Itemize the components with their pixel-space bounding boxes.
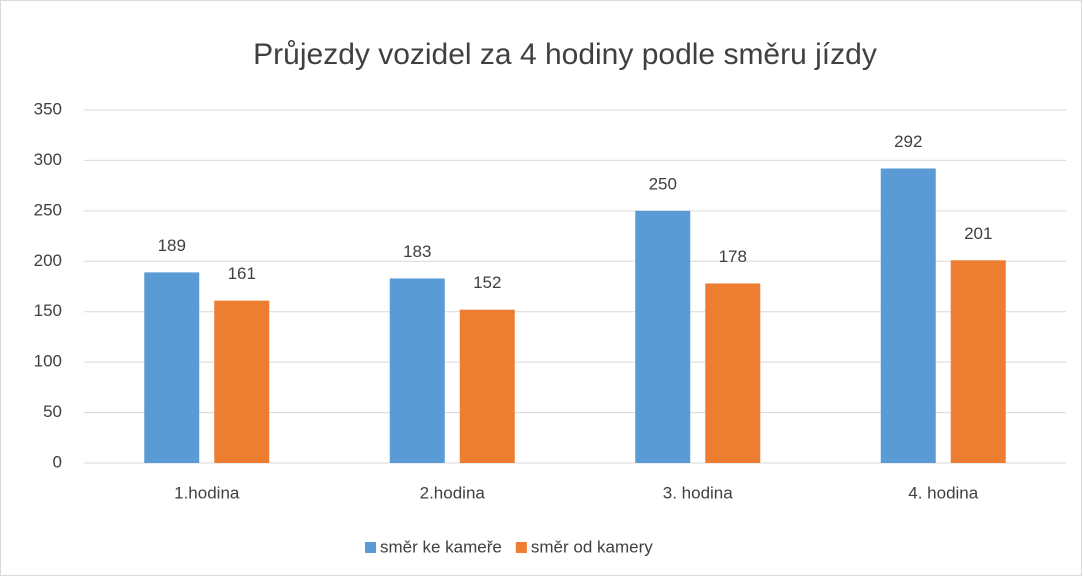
data-label: 183 bbox=[403, 242, 431, 261]
data-label: 201 bbox=[964, 224, 992, 243]
y-tick-label: 200 bbox=[34, 251, 62, 270]
y-tick-label: 100 bbox=[34, 352, 62, 371]
data-label: 152 bbox=[473, 273, 501, 292]
data-label: 178 bbox=[719, 247, 747, 266]
bar bbox=[950, 260, 1006, 463]
data-label: 250 bbox=[649, 174, 677, 193]
bar bbox=[880, 168, 936, 464]
y-tick-label: 50 bbox=[43, 402, 62, 421]
y-tick-label: 150 bbox=[34, 301, 62, 320]
x-tick-label: 1.hodina bbox=[174, 483, 240, 502]
x-tick-label: 3. hodina bbox=[663, 483, 733, 502]
bar bbox=[705, 283, 761, 463]
y-tick-label: 0 bbox=[53, 452, 62, 471]
x-tick-label: 4. hodina bbox=[908, 483, 978, 502]
bar bbox=[144, 272, 200, 463]
legend-swatch bbox=[515, 542, 527, 553]
data-label: 292 bbox=[894, 132, 922, 151]
bar bbox=[389, 278, 445, 463]
legend-label: směr od kamery bbox=[531, 537, 653, 556]
data-label: 189 bbox=[158, 236, 186, 255]
y-tick-label: 300 bbox=[34, 150, 62, 169]
bar bbox=[635, 210, 691, 463]
bar bbox=[214, 300, 270, 463]
data-label: 161 bbox=[228, 264, 256, 283]
legend-label: směr ke kameře bbox=[380, 537, 502, 556]
x-tick-label: 2.hodina bbox=[420, 483, 486, 502]
chart-title: Průjezdy vozidel za 4 hodiny podle směru… bbox=[253, 38, 877, 71]
legend-swatch bbox=[365, 542, 376, 553]
bar bbox=[459, 309, 515, 463]
y-tick-label: 250 bbox=[34, 200, 62, 219]
y-tick-label: 350 bbox=[34, 99, 62, 118]
